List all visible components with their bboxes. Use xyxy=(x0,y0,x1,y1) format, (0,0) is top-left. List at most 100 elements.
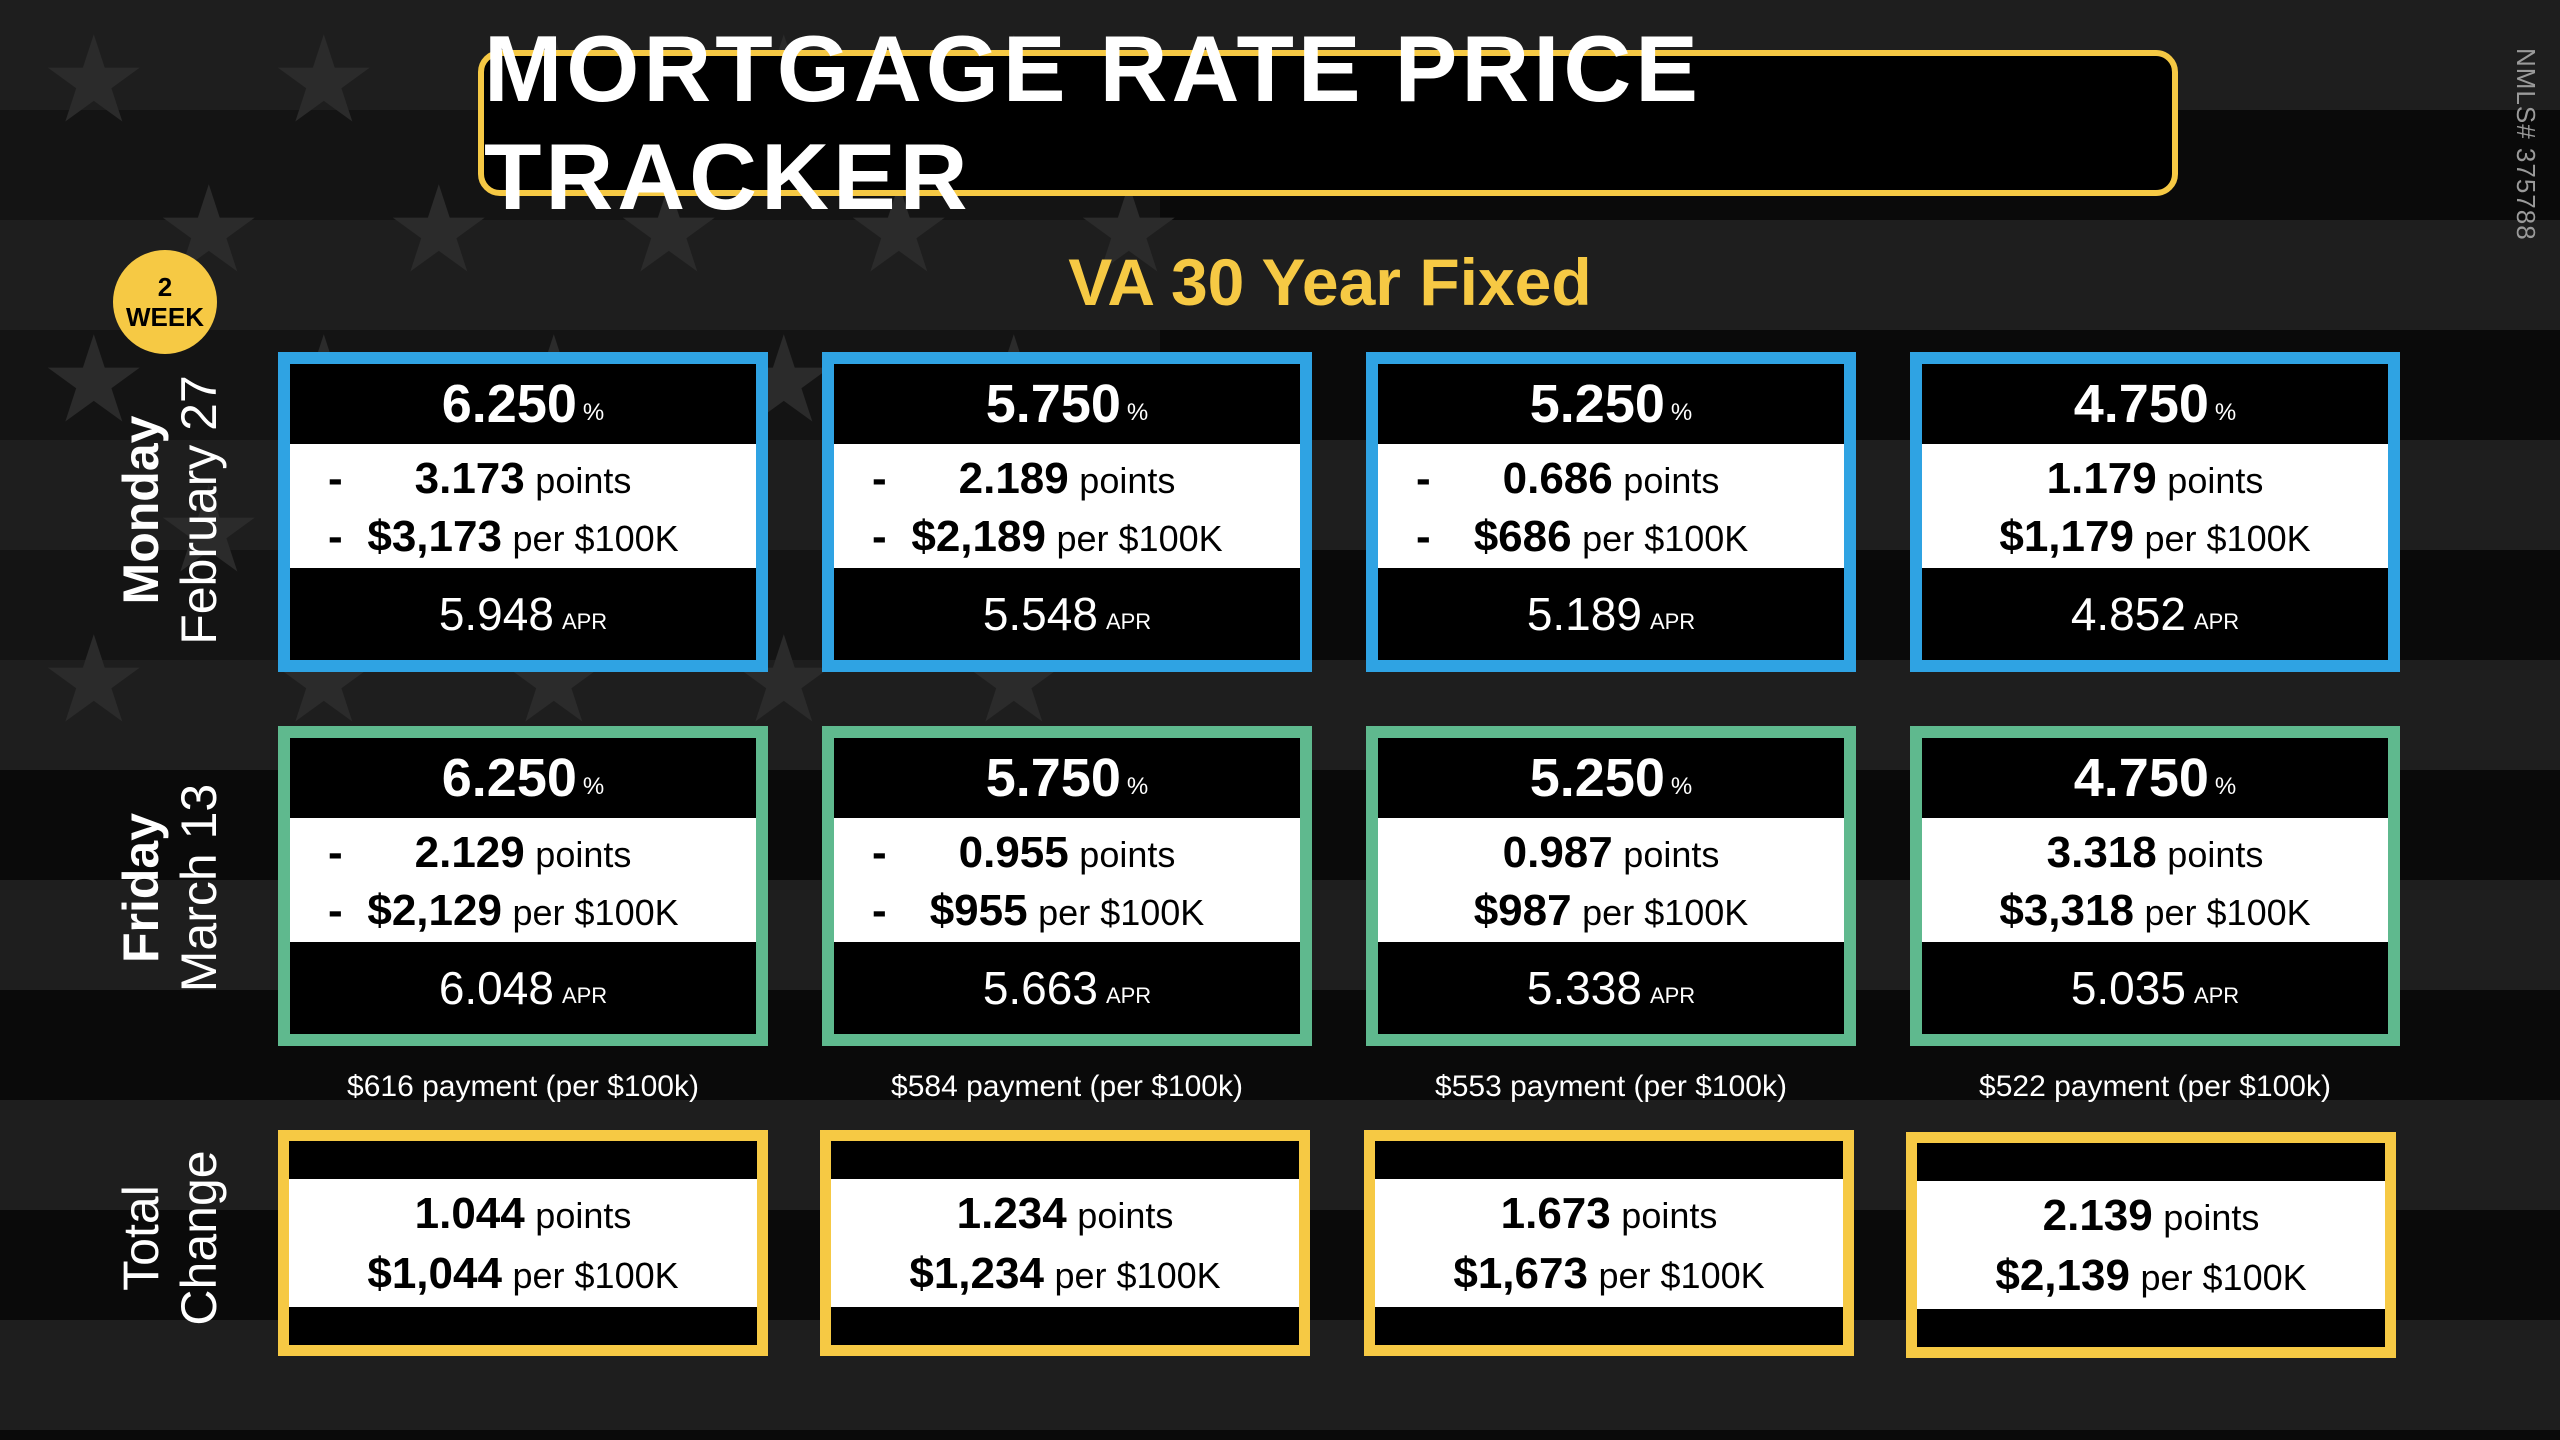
points-label: points xyxy=(2167,460,2264,501)
rate-card-mar13-4750: 4.750% 3.318 points $3,318 per $100K 5.0… xyxy=(1910,726,2400,1046)
dollars-label: per $100K xyxy=(1598,1255,1765,1296)
loan-type-subtitle: VA 30 Year Fixed xyxy=(1068,245,1592,319)
rate-unit: % xyxy=(1670,773,1693,800)
points-value: 2.189 xyxy=(958,454,1069,503)
dollars-label: per $100K xyxy=(1582,892,1749,933)
dollars-label: per $100K xyxy=(1038,892,1205,933)
points-label: points xyxy=(535,1195,632,1236)
points-label: points xyxy=(1079,460,1176,501)
dollars-value: $3,318 xyxy=(1999,886,2134,935)
points-value: 1.179 xyxy=(2046,454,2157,503)
row-label-total: Total xyxy=(113,1185,169,1291)
points-value: 2.139 xyxy=(2042,1191,2153,1240)
points-value: 2.129 xyxy=(414,828,525,877)
badge-number: 2 xyxy=(157,272,173,302)
rate-card-mar13-5750: 5.750% - 0.955 points - $955 per $100K 5.6… xyxy=(822,726,1312,1046)
star-icon: ★ xyxy=(155,463,263,597)
dollars-value: $1,234 xyxy=(909,1249,1044,1298)
total-change-card: 1.673 points $1,673 per $100K xyxy=(1364,1130,1854,1356)
payment-note: $553 payment (per $100k) xyxy=(1435,1070,1787,1103)
total-change-card: 1.234 points $1,234 per $100K xyxy=(820,1130,1310,1356)
rate-value: 5.750 xyxy=(985,748,1121,808)
apr-label: APR xyxy=(561,983,608,1008)
points-sign: - xyxy=(872,828,887,877)
dollars-label: per $100K xyxy=(2144,892,2311,933)
rate-card-feb27-6250: 6.250% - 3.173 points - $3,173 per $100K 5… xyxy=(278,352,768,672)
points-label: points xyxy=(2167,834,2264,875)
apr-label: APR xyxy=(2193,609,2240,634)
rate-card-feb27-5250: 5.250% - 0.686 points - $686 per $100K 5.1… xyxy=(1366,352,1856,672)
points-label: points xyxy=(1077,1195,1174,1236)
dollars-value: $955 xyxy=(929,886,1028,935)
star-icon: ★ xyxy=(40,13,148,147)
rate-value: 5.250 xyxy=(1529,748,1665,808)
payment-note: $584 payment (per $100k) xyxy=(891,1070,1243,1103)
payment-note: $522 payment (per $100k) xyxy=(1979,1070,2331,1103)
rate-unit: % xyxy=(582,399,605,426)
apr-label: APR xyxy=(1649,983,1696,1008)
rate-unit: % xyxy=(582,773,605,800)
flag-stripe xyxy=(0,220,2560,330)
star-icon: ★ xyxy=(40,613,148,747)
apr-label: APR xyxy=(1105,609,1152,634)
dollars-label: per $100K xyxy=(1054,1255,1221,1296)
dollars-label: per $100K xyxy=(1056,518,1223,559)
points-sign: - xyxy=(872,454,887,503)
dollars-value: $1,044 xyxy=(367,1249,502,1298)
rate-card-mar13-6250: 6.250% - 2.129 points - $2,129 per $100K 6… xyxy=(278,726,768,1046)
dollars-label: per $100K xyxy=(2144,518,2311,559)
dollars-sign: - xyxy=(872,886,887,935)
points-sign: - xyxy=(1416,454,1431,503)
apr-label: APR xyxy=(1105,983,1152,1008)
rate-unit: % xyxy=(2214,399,2237,426)
points-label: points xyxy=(1623,460,1720,501)
dollars-value: $2,139 xyxy=(1995,1251,2130,1300)
apr-value: 5.663 xyxy=(982,962,1098,1014)
rate-card-feb27-5750: 5.750% - 2.189 points - $2,189 per $100K 5… xyxy=(822,352,1312,672)
payment-note: $616 payment (per $100k) xyxy=(347,1070,699,1103)
dollars-value: $2,129 xyxy=(367,886,502,935)
badge-label: WEEK xyxy=(126,302,204,332)
apr-value: 5.189 xyxy=(1526,588,1642,640)
two-week-badge: 2 WEEK xyxy=(113,250,217,354)
page-title: MORTGAGE RATE PRICE TRACKER xyxy=(484,16,1702,229)
dollars-sign: - xyxy=(328,512,343,561)
rate-unit: % xyxy=(1126,399,1149,426)
rate-value: 4.750 xyxy=(2073,374,2209,434)
row-label-day: Friday xyxy=(113,812,169,964)
points-label: points xyxy=(535,834,632,875)
points-value: 0.955 xyxy=(958,828,1069,877)
dollars-value: $3,173 xyxy=(367,512,502,561)
dollars-value: $1,673 xyxy=(1453,1249,1588,1298)
points-value: 0.686 xyxy=(1502,454,1613,503)
rate-unit: % xyxy=(2214,773,2237,800)
points-label: points xyxy=(535,460,632,501)
rate-value: 5.750 xyxy=(985,374,1121,434)
points-label: points xyxy=(1079,834,1176,875)
rate-value: 6.250 xyxy=(441,748,577,808)
points-value: 3.318 xyxy=(2046,828,2157,877)
apr-value: 5.338 xyxy=(1526,962,1642,1014)
points-label: points xyxy=(1621,1195,1718,1236)
dollars-label: per $100K xyxy=(1582,518,1749,559)
dollars-sign: - xyxy=(328,886,343,935)
apr-label: APR xyxy=(561,609,608,634)
apr-value: 5.035 xyxy=(2070,962,2186,1014)
rate-card-mar13-5250: 5.250% 0.987 points $987 per $100K 5.338… xyxy=(1366,726,1856,1046)
points-value: 0.987 xyxy=(1502,828,1613,877)
apr-value: 4.852 xyxy=(2070,588,2186,640)
dollars-label: per $100K xyxy=(512,892,679,933)
points-label: points xyxy=(1623,834,1720,875)
title-banner: MORTGAGE RATE PRICE TRACKER xyxy=(478,16,2178,229)
apr-value: 6.048 xyxy=(438,962,554,1014)
points-sign: - xyxy=(328,828,343,877)
dollars-value: $686 xyxy=(1473,512,1572,561)
row-label-date: February 27 xyxy=(171,375,227,645)
points-value: 3.173 xyxy=(414,454,525,503)
dollars-sign: - xyxy=(872,512,887,561)
apr-value: 5.948 xyxy=(438,588,554,640)
total-change-card: 2.139 points $2,139 per $100K xyxy=(1906,1132,2396,1358)
rate-unit: % xyxy=(1670,399,1693,426)
row-label-change: Change xyxy=(171,1150,227,1326)
star-icon: ★ xyxy=(270,13,378,147)
